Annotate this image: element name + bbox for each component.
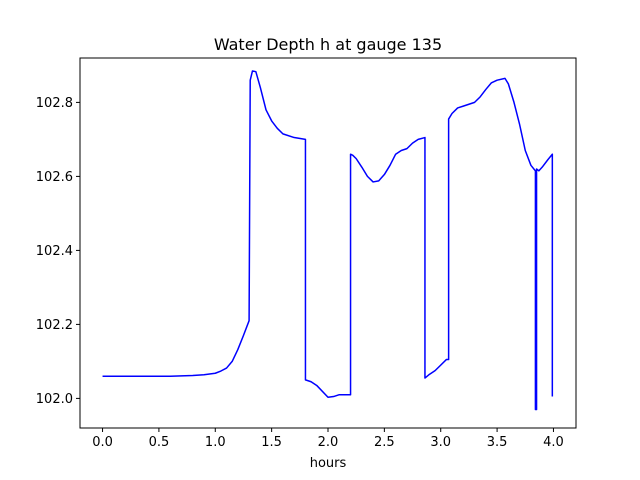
y-tick-label: 102.0	[36, 392, 73, 407]
chart-title: Water Depth h at gauge 135	[214, 35, 442, 54]
x-tick-label: 3.0	[430, 435, 451, 450]
y-tick-label: 102.4	[36, 244, 73, 259]
x-tick-label: 3.5	[487, 435, 508, 450]
x-axis-label: hours	[310, 456, 347, 471]
y-tick-label: 102.2	[36, 318, 73, 333]
plot-background	[80, 58, 576, 428]
x-tick-label: 0.0	[92, 435, 113, 450]
y-tick-label: 102.8	[36, 96, 73, 111]
x-tick-label: 1.5	[261, 435, 282, 450]
x-axis: 0.0 0.5 1.0 1.5 2.0 2.5 3.0 3.5 4.0	[92, 428, 564, 450]
x-tick-label: 2.0	[318, 435, 339, 450]
plot-area	[79, 57, 577, 429]
x-tick-label: 4.0	[543, 435, 564, 450]
x-tick-label: 1.0	[205, 435, 226, 450]
x-tick-label: 2.5	[374, 435, 395, 450]
y-tick-label: 102.6	[36, 170, 73, 185]
y-axis: 102.0 102.2 102.4 102.6 102.8	[36, 96, 80, 407]
x-tick-label: 0.5	[149, 435, 170, 450]
series-line-water-depth	[102, 70, 554, 411]
